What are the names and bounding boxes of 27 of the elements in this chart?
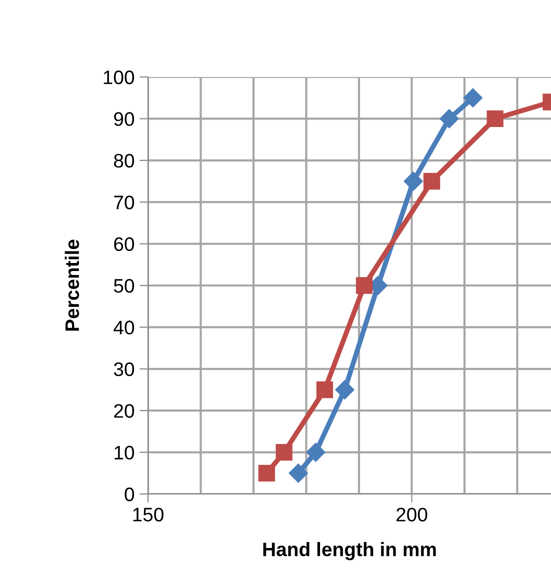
point	[316, 381, 334, 398]
x-tick-label: 200	[396, 508, 428, 522]
y-tick-label: 30	[114, 362, 134, 376]
point	[335, 380, 354, 400]
x-axis-title: Hand length in mm	[263, 542, 436, 560]
y-tick-label: 0	[124, 487, 134, 502]
point	[356, 277, 373, 294]
y-tick-label: 20	[114, 404, 134, 418]
point	[276, 444, 292, 461]
y-tick-label: 70	[114, 196, 134, 210]
point	[486, 110, 504, 128]
point	[440, 109, 459, 128]
point	[423, 172, 440, 190]
point	[404, 172, 423, 191]
y-tick-label: 10	[114, 446, 134, 460]
y-tick-label: 100	[104, 70, 134, 84]
y-tick-label: 60	[114, 237, 134, 252]
point	[463, 88, 482, 108]
point	[258, 464, 276, 482]
y-tick-label: 80	[114, 154, 134, 168]
y-tick-label: 40	[114, 320, 134, 334]
x-tick-label: 150	[133, 508, 164, 522]
y-axis-title: Percentile	[64, 240, 80, 331]
point	[306, 442, 326, 462]
y-tick-label: 50	[114, 278, 134, 293]
y-tick-label: 90	[114, 112, 134, 126]
point	[288, 464, 308, 483]
